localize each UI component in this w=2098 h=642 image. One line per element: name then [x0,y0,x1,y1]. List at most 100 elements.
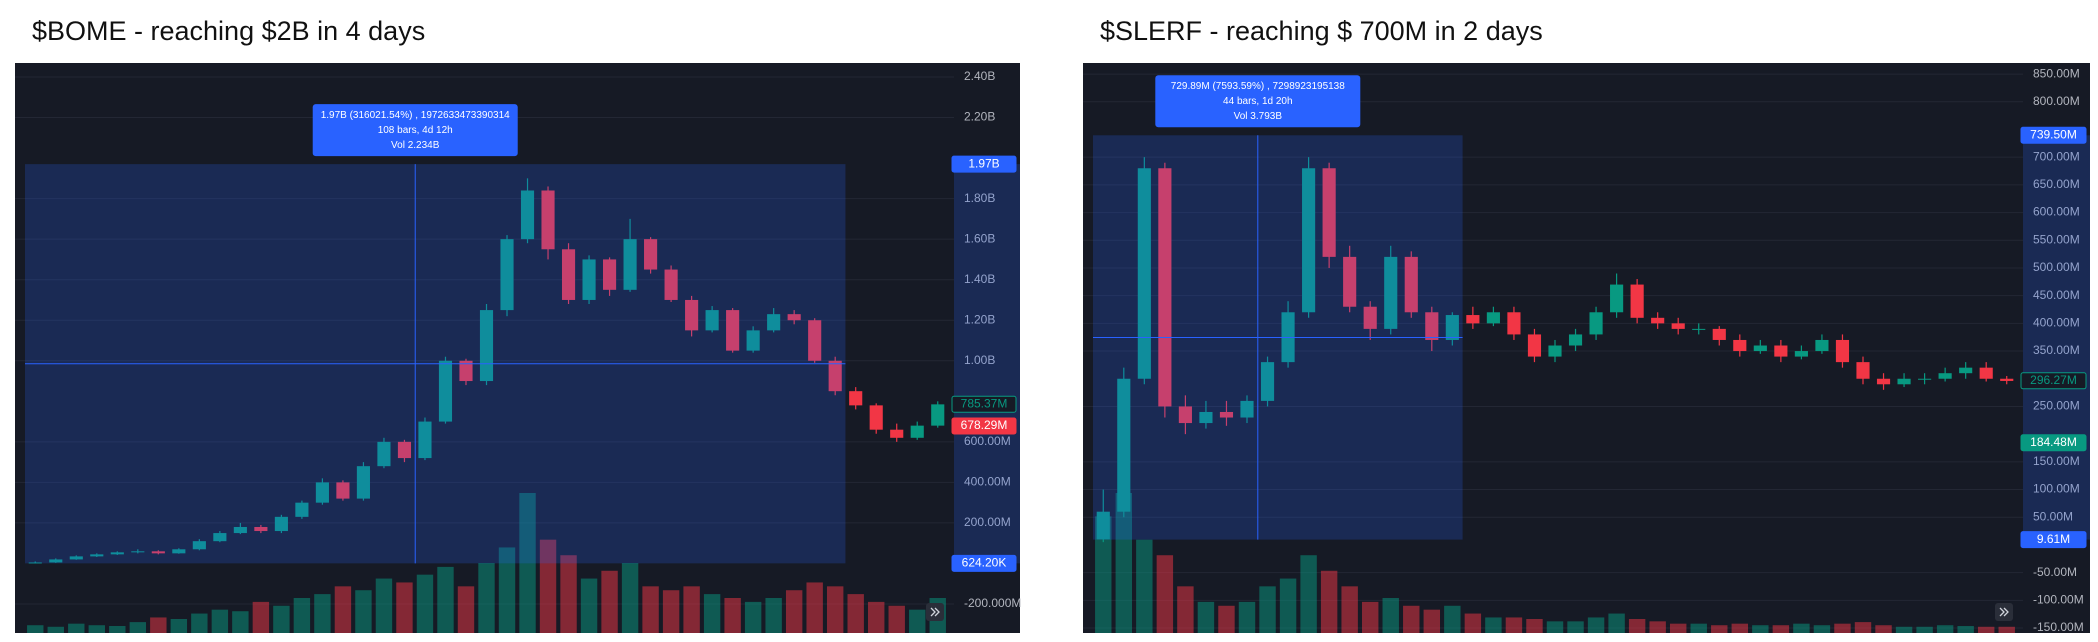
candle-body [1343,256,1357,307]
tooltip-line: 1.97B (316021.54%) , 1972633473390314 [321,110,510,121]
candle-body [438,360,453,422]
volume-bar [1136,539,1153,633]
measure-tooltip [312,104,518,157]
candle-body [1260,362,1275,401]
volume-bar [1936,625,1954,633]
volume-bar [1505,617,1523,633]
volume-bar [601,570,618,633]
candle-body [1302,168,1316,313]
y-tick-label: 600.00M [964,434,1011,448]
price-chip [2020,434,2087,452]
volume-bar [1115,493,1133,633]
volume-bar [1403,605,1420,633]
candle-body [254,526,268,532]
candle-body [890,429,904,438]
volume-bar [1731,623,1749,633]
volume-bar [375,578,393,633]
candle-body [49,559,63,563]
volume-bar [1854,622,1872,633]
volume-bar [826,586,844,633]
candle-body [1753,345,1767,352]
volume-bar [724,598,741,633]
candle-body [315,482,329,503]
candle-body [356,466,370,499]
candle-body [1630,284,1644,318]
candle-body [520,190,535,240]
volume-bar [68,623,85,633]
volume-bar [539,539,557,633]
price-chip-label: 9.61M [2037,532,2070,546]
candle-body [1959,367,1973,374]
candle-body [110,552,124,555]
candle-body [418,421,432,459]
volume-bar [909,609,926,633]
y-tick-label: 500.00M [2033,260,2080,274]
candle-body [1219,411,1234,418]
candle-body [1178,406,1192,424]
measure-tooltip [1155,75,1361,128]
price-chip-label: 624.20K [962,556,1007,570]
volume-bar [88,625,105,633]
candle-body [1507,312,1521,335]
candle-body [1712,328,1726,340]
volume-bar [1238,601,1256,633]
volume-bar [129,622,147,633]
tooltip-line: 44 bars, 1d 20h [1223,96,1293,107]
volume-bar [785,590,803,633]
volume-bar [416,574,434,633]
candle-body [295,502,309,517]
candle-body [931,404,945,426]
candle-body [623,239,637,290]
candle-body [685,299,699,331]
volume-bar [457,586,475,633]
candle-body [1404,256,1418,313]
volume-bar [847,594,864,633]
candle-body [1568,334,1583,346]
volume-bar [1382,598,1399,633]
volume-bar [1485,617,1502,633]
candle-body [1466,315,1480,324]
candle-body [377,441,391,467]
chart-panel [15,63,1020,633]
candle-body [869,405,883,430]
volume-bar [498,547,516,633]
candle-body [1445,315,1459,340]
volume-bar [1218,605,1235,633]
candle-body [582,259,596,300]
volume-bar [293,598,311,633]
volume-bar [1300,555,1317,633]
volume-bar [1772,625,1790,633]
volume-bar [1608,613,1625,633]
price-chip-label: 785.37M [961,396,1008,410]
volume-bar [1444,605,1461,633]
y-tick-label: 1.60B [964,231,995,245]
candle-body [1774,345,1788,357]
candle-body [746,330,760,351]
candle-body [1835,339,1850,363]
chart-title: $SLERF - reaching $ 700M in 2 days [1100,16,1543,46]
price-chip-label: 1.97B [968,156,999,170]
volume-bar [1649,621,1666,633]
y-tick-label: 150.00M [2033,454,2080,468]
volume-bar [1464,613,1482,633]
volume-bar [642,586,659,633]
volume-bar [1587,617,1605,633]
candle-body [1384,256,1398,329]
y-tick-label: 100.00M [2033,482,2080,496]
candle-body [1240,400,1254,418]
volume-bar [868,601,885,633]
price-chip [2020,531,2087,549]
volume-bar [1197,601,1215,633]
y-tick-label: 1.80B [964,191,995,205]
volume-bar [765,598,782,633]
y-tick-label: 650.00M [2033,177,2080,191]
candle-body [644,239,658,270]
candle-body [1548,345,1562,357]
candle-body [69,556,83,560]
volume-bar [1546,621,1564,633]
volume-bar [109,626,126,633]
candle-body [1651,317,1665,324]
candle-body [726,310,740,351]
volume-bar [1834,623,1851,633]
